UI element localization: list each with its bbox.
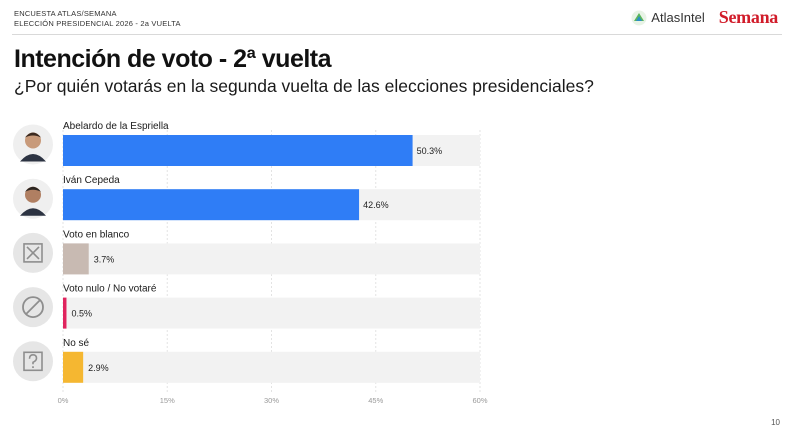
semana-logo: Semana	[718, 7, 779, 27]
avatar-face	[25, 186, 41, 203]
bar	[63, 351, 84, 383]
value-label: 42.6%	[363, 200, 389, 210]
x-tick-label: 45%	[368, 396, 383, 405]
prohibited-ring	[22, 296, 44, 319]
value-label: 3.7%	[94, 254, 115, 264]
question-dot	[32, 366, 34, 369]
category-label: Voto nulo / No votaré	[63, 284, 157, 295]
avatar-shoulders	[20, 154, 46, 162]
header-divider	[12, 34, 782, 35]
bar	[63, 189, 360, 221]
logos: AtlasIntel Semana	[631, 7, 778, 28]
bar-track	[63, 243, 480, 275]
x-tick-label: 60%	[472, 396, 487, 405]
chart-subtitle: ¿Por quién votarás en la segunda vuelta …	[14, 76, 594, 96]
bar-track	[63, 297, 480, 329]
prohibited-slash	[25, 299, 41, 315]
bar	[63, 243, 89, 275]
bar	[63, 135, 413, 166]
avatar-hair	[25, 132, 41, 138]
x-tick-label: 0%	[58, 396, 69, 405]
x-box-frame	[23, 243, 43, 263]
page-number: 10	[771, 418, 780, 427]
avatar-face	[25, 132, 41, 149]
bar	[63, 297, 67, 329]
question-frame	[23, 351, 43, 372]
atlasintel-name: AtlasIntel	[651, 10, 705, 25]
category-label: Voto en blanco	[63, 229, 130, 240]
category-label: Iván Cepeda	[63, 175, 120, 186]
survey-line-2: ELECCIÓN PRESIDENCIAL 2026 - 2a VUELTA	[14, 19, 181, 28]
atlasintel-logo-icon	[631, 10, 647, 25]
value-label: 0.5%	[71, 309, 92, 319]
atlasintel-logo: AtlasIntel	[631, 10, 705, 26]
category-label: No sé	[63, 338, 90, 349]
category-label: Abelardo de la Espriella	[63, 121, 169, 132]
avatar-shoulders	[20, 208, 46, 216]
question-mark	[28, 353, 38, 365]
x-tick-label: 30%	[264, 396, 279, 405]
question-icon	[13, 341, 53, 382]
value-label: 2.9%	[88, 363, 109, 373]
avatar-hair	[25, 186, 41, 192]
x-mark	[26, 246, 40, 260]
chart-title: Intención de voto - 2ª vuelta	[14, 45, 332, 73]
bar-track	[63, 351, 480, 383]
survey-line-1: ENCUESTA ATLAS/SEMANA	[14, 9, 117, 18]
survey-header: ENCUESTA ATLAS/SEMANA ELECCIÓN PRESIDENC…	[14, 9, 181, 29]
value-label: 50.3%	[417, 146, 443, 156]
x-tick-label: 15%	[160, 396, 175, 405]
